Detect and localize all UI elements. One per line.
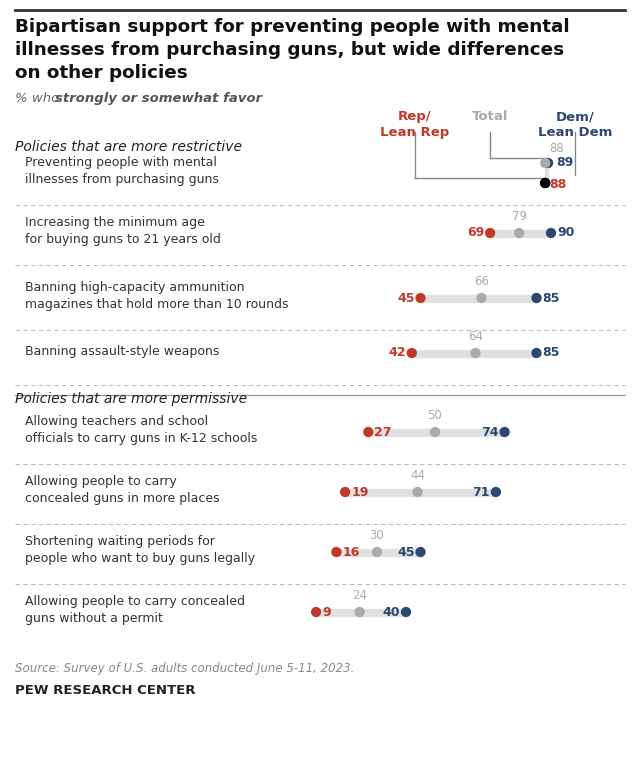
Text: Banning assault-style weapons: Banning assault-style weapons [25,344,220,357]
Point [543,157,553,169]
Text: Dem/
Lean Dem: Dem/ Lean Dem [538,110,612,139]
Point [476,292,486,304]
Text: 44: 44 [410,469,425,482]
Point [415,546,426,558]
Point [311,606,321,618]
Text: 19: 19 [351,486,369,499]
Point [514,227,524,239]
Point [401,606,411,618]
Text: 27: 27 [374,426,392,439]
Point [540,157,550,169]
Text: 74: 74 [481,426,499,439]
Point [413,486,423,498]
Text: Banning high-capacity ammunition
magazines that hold more than 10 rounds: Banning high-capacity ammunition magazin… [25,281,289,311]
Text: 64: 64 [468,330,483,343]
Text: 79: 79 [511,210,527,223]
Text: Allowing people to carry
concealed guns in more places: Allowing people to carry concealed guns … [25,475,220,505]
Text: 9: 9 [322,606,331,619]
Point [531,292,541,304]
Point [406,347,417,359]
Text: 71: 71 [472,486,490,499]
Text: 40: 40 [383,606,400,619]
Text: Rep/
Lean Rep: Rep/ Lean Rep [380,110,450,139]
Point [355,606,365,618]
Point [531,347,541,359]
Point [491,486,501,498]
Point [485,227,495,239]
Point [340,486,350,498]
Point [499,426,509,438]
Text: 45: 45 [397,292,415,305]
Point [430,426,440,438]
Text: Policies that are more permissive: Policies that are more permissive [15,392,247,406]
Text: 30: 30 [370,529,385,542]
Text: Total: Total [472,110,508,123]
Text: Shortening waiting periods for
people who want to buy guns legally: Shortening waiting periods for people wh… [25,535,255,565]
Text: strongly or somewhat favor: strongly or somewhat favor [55,92,262,105]
Text: 42: 42 [388,347,406,359]
Text: Source: Survey of U.S. adults conducted June 5-11, 2023.: Source: Survey of U.S. adults conducted … [15,662,355,675]
Text: 90: 90 [557,226,574,239]
Point [470,347,481,359]
Text: 85: 85 [543,347,560,359]
Point [546,227,556,239]
Point [372,546,382,558]
Text: Policies that are more restrictive: Policies that are more restrictive [15,140,242,154]
Text: 66: 66 [474,275,489,288]
Text: Preventing people with mental
illnesses from purchasing guns: Preventing people with mental illnesses … [25,157,219,185]
Text: Bipartisan support for preventing people with mental
illnesses from purchasing g: Bipartisan support for preventing people… [15,18,570,82]
Text: Allowing people to carry concealed
guns without a permit: Allowing people to carry concealed guns … [25,595,245,625]
Point [332,546,342,558]
Text: 45: 45 [397,546,415,559]
Text: 50: 50 [428,409,442,422]
Text: 24: 24 [352,589,367,602]
Point [540,177,550,189]
Text: PEW RESEARCH CENTER: PEW RESEARCH CENTER [15,684,195,697]
Point [363,426,373,438]
Text: % who: % who [15,92,63,105]
Text: 16: 16 [342,546,360,559]
Text: 88: 88 [549,142,564,155]
Text: 88: 88 [549,179,566,192]
Point [540,177,550,189]
Text: ...: ... [203,92,220,105]
Text: Allowing teachers and school
officials to carry guns in K-12 schools: Allowing teachers and school officials t… [25,415,257,445]
Text: 69: 69 [467,226,484,239]
Point [415,292,426,304]
Text: Increasing the minimum age
for buying guns to 21 years old: Increasing the minimum age for buying gu… [25,217,221,245]
Text: 85: 85 [543,292,560,305]
Text: 89: 89 [556,157,573,169]
